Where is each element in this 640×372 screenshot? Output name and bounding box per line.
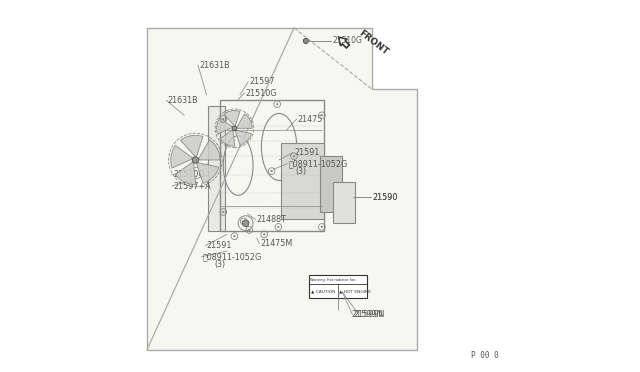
Polygon shape — [199, 140, 220, 160]
Text: 21591: 21591 — [294, 148, 319, 157]
Polygon shape — [339, 37, 349, 48]
Polygon shape — [196, 163, 219, 183]
Circle shape — [243, 220, 245, 222]
Circle shape — [222, 211, 225, 213]
Polygon shape — [209, 106, 225, 231]
Text: 21488T: 21488T — [257, 215, 287, 224]
Polygon shape — [333, 182, 355, 223]
Circle shape — [222, 118, 225, 120]
Text: ▲ CAUTION: ▲ CAUTION — [311, 289, 335, 294]
Polygon shape — [320, 156, 342, 212]
Text: 21631B: 21631B — [168, 96, 198, 105]
Polygon shape — [237, 114, 252, 128]
Circle shape — [277, 226, 280, 228]
Text: (3): (3) — [214, 260, 225, 269]
Circle shape — [276, 103, 278, 105]
Text: 21510G: 21510G — [246, 89, 277, 97]
Circle shape — [232, 126, 237, 131]
Text: ▲ HOT ENGINE: ▲ HOT ENGINE — [339, 289, 371, 294]
Circle shape — [248, 229, 250, 231]
Polygon shape — [220, 130, 235, 146]
Text: 21597+A: 21597+A — [173, 182, 211, 190]
Polygon shape — [171, 145, 192, 168]
Polygon shape — [180, 135, 203, 156]
Circle shape — [293, 155, 295, 157]
Circle shape — [271, 170, 273, 172]
Text: 21590: 21590 — [372, 193, 397, 202]
Polygon shape — [236, 130, 252, 145]
Text: 21475: 21475 — [298, 115, 323, 124]
Circle shape — [321, 226, 323, 228]
Text: 21599N: 21599N — [353, 310, 385, 319]
Text: 21597: 21597 — [250, 77, 275, 86]
Text: FRONT: FRONT — [357, 29, 390, 57]
Circle shape — [263, 233, 266, 235]
Text: 21591: 21591 — [207, 241, 232, 250]
Polygon shape — [281, 143, 324, 219]
Polygon shape — [224, 110, 240, 126]
Text: Ⓝ08911-1052G: Ⓝ08911-1052G — [203, 252, 262, 261]
Polygon shape — [147, 28, 417, 350]
Circle shape — [303, 38, 308, 44]
Text: 21599N: 21599N — [351, 310, 383, 319]
Ellipse shape — [243, 220, 249, 227]
Text: 21510G: 21510G — [332, 36, 362, 45]
Text: 21590: 21590 — [373, 193, 398, 202]
Text: Warning: Hot radiator fan.: Warning: Hot radiator fan. — [310, 278, 357, 282]
FancyBboxPatch shape — [309, 275, 367, 298]
Polygon shape — [175, 162, 196, 185]
Text: 21475M: 21475M — [260, 239, 292, 248]
Circle shape — [192, 157, 198, 163]
Text: (3): (3) — [296, 167, 307, 176]
Circle shape — [321, 114, 323, 116]
Polygon shape — [217, 118, 232, 134]
Text: 21510G: 21510G — [173, 170, 205, 179]
Text: 21631B: 21631B — [199, 61, 230, 70]
Text: Ⓝ08911-1052G: Ⓝ08911-1052G — [289, 159, 348, 168]
Circle shape — [234, 235, 236, 237]
Text: P 00 0: P 00 0 — [471, 351, 499, 360]
